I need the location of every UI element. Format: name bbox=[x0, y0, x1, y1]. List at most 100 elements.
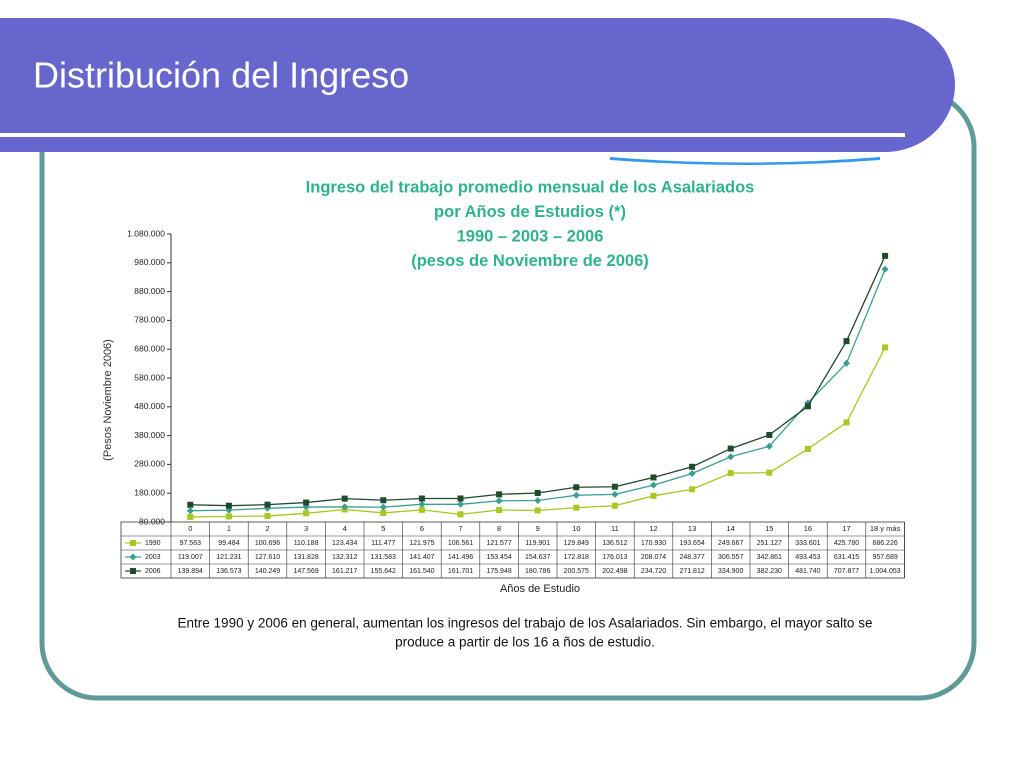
table-value: 333.601 bbox=[795, 540, 820, 547]
data-point bbox=[303, 499, 310, 506]
table-value: 193.654 bbox=[679, 540, 704, 547]
table-value: 131.828 bbox=[293, 554, 318, 561]
y-tick-label: 1.080.000 bbox=[127, 228, 165, 238]
table-value: 119.007 bbox=[178, 554, 203, 561]
table-value: 248.377 bbox=[679, 554, 704, 561]
y-tick-label: 580.000 bbox=[134, 372, 165, 382]
table-value: 111.477 bbox=[371, 540, 395, 547]
legend-marker bbox=[130, 568, 136, 574]
table-value: 342.861 bbox=[757, 554, 782, 561]
data-point bbox=[843, 419, 850, 426]
x-tick-label: 12 bbox=[649, 524, 657, 533]
data-point bbox=[303, 510, 310, 517]
table-value: 1.004.053 bbox=[870, 568, 901, 575]
x-tick-label: 7 bbox=[458, 524, 462, 533]
data-point bbox=[573, 504, 580, 511]
data-point bbox=[611, 502, 618, 509]
x-tick-label: 9 bbox=[536, 524, 540, 533]
data-point bbox=[611, 490, 619, 498]
data-point bbox=[843, 359, 850, 367]
data-point bbox=[882, 252, 889, 259]
data-point bbox=[225, 513, 232, 520]
data-point bbox=[380, 497, 387, 504]
data-point bbox=[611, 483, 618, 490]
data-point bbox=[341, 503, 349, 511]
chart: Ingreso del trabajo promedio mensual de … bbox=[102, 178, 905, 595]
data-point bbox=[572, 491, 580, 499]
data-point bbox=[766, 431, 773, 438]
table-value: 175.948 bbox=[486, 568, 511, 575]
x-tick-label: 11 bbox=[611, 524, 619, 533]
data-point bbox=[804, 445, 811, 452]
chart-title: Ingreso del trabajo promedio mensual de … bbox=[306, 178, 755, 196]
table-value: 161.701 bbox=[448, 568, 473, 575]
x-tick-label: 14 bbox=[727, 524, 735, 533]
x-tick-label: 16 bbox=[804, 524, 812, 533]
data-point bbox=[379, 503, 387, 511]
table-value: 249.667 bbox=[718, 540, 743, 547]
table-value: 202.498 bbox=[602, 568, 627, 575]
table-value: 172.818 bbox=[564, 554, 589, 561]
legend-label: 2006 bbox=[145, 568, 161, 575]
table-value: 140.249 bbox=[255, 568, 280, 575]
table-value: 271.812 bbox=[679, 568, 704, 575]
table-value: 153.454 bbox=[486, 554, 511, 561]
chart-title: por Años de Estudios (*) bbox=[434, 203, 626, 221]
table-value: 141.496 bbox=[448, 554, 473, 561]
table-value: 251.127 bbox=[757, 540, 782, 547]
y-tick-label: 80.000 bbox=[139, 516, 165, 526]
data-point bbox=[496, 491, 503, 498]
table-value: 119.901 bbox=[525, 540, 550, 547]
table-value: 707.877 bbox=[834, 568, 859, 575]
caption: Entre 1990 y 2006 en general, aumentan l… bbox=[178, 616, 873, 631]
table-value: 161.540 bbox=[409, 568, 434, 575]
table-value: 382.230 bbox=[757, 568, 782, 575]
table-value: 136.573 bbox=[216, 568, 241, 575]
data-point bbox=[341, 495, 348, 502]
table-value: 141.407 bbox=[409, 554, 434, 561]
y-tick-label: 180.000 bbox=[134, 487, 165, 497]
x-tick-label: 4 bbox=[343, 524, 347, 533]
x-tick-label: 2 bbox=[265, 524, 269, 533]
data-point bbox=[689, 463, 696, 470]
y-tick-label: 380.000 bbox=[134, 430, 165, 440]
data-point bbox=[689, 486, 696, 493]
data-point bbox=[727, 445, 734, 452]
y-tick-label: 980.000 bbox=[134, 257, 165, 267]
data-point bbox=[650, 474, 657, 481]
caption: produce a partir de los 16 a ños de estu… bbox=[395, 635, 655, 650]
table-value: 132.312 bbox=[332, 554, 357, 561]
table-value: 957.689 bbox=[872, 554, 897, 561]
data-point bbox=[225, 502, 232, 509]
data-point bbox=[650, 481, 657, 489]
data-point bbox=[264, 501, 271, 508]
table-value: 121.231 bbox=[216, 554, 241, 561]
data-point bbox=[766, 469, 773, 476]
table-value: 121.577 bbox=[486, 540, 511, 547]
table-value: 154.637 bbox=[525, 554, 550, 561]
x-tick-label: 18 y más bbox=[870, 524, 901, 533]
data-point bbox=[534, 507, 541, 514]
table-value: 155.642 bbox=[371, 568, 396, 575]
y-tick-label: 480.000 bbox=[134, 401, 165, 411]
data-point bbox=[187, 501, 194, 508]
data-point bbox=[881, 265, 889, 273]
table-value: 121.975 bbox=[409, 540, 434, 547]
legend-marker bbox=[130, 540, 136, 546]
table-value: 147.569 bbox=[293, 568, 318, 575]
chart-title: (pesos de Noviembre de 2006) bbox=[411, 252, 649, 270]
table-value: 234.720 bbox=[641, 568, 666, 575]
data-point bbox=[727, 453, 735, 461]
table-value: 686.226 bbox=[872, 540, 897, 547]
data-point bbox=[187, 513, 194, 520]
table-value: 100.696 bbox=[255, 540, 280, 547]
table-value: 131.583 bbox=[371, 554, 396, 561]
data-point bbox=[457, 511, 464, 518]
table-value: 123.434 bbox=[332, 540, 357, 547]
legend-label: 2003 bbox=[145, 554, 161, 561]
data-point bbox=[765, 442, 773, 450]
table-value: 631.415 bbox=[834, 554, 859, 561]
data-point bbox=[727, 470, 734, 477]
data-point bbox=[418, 506, 425, 513]
